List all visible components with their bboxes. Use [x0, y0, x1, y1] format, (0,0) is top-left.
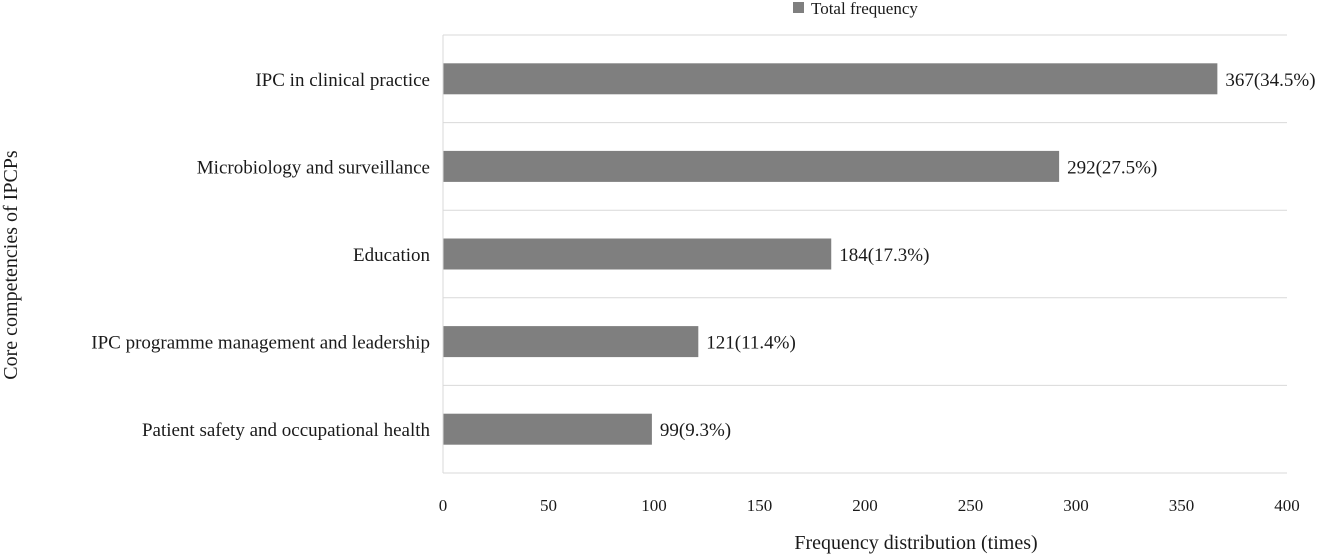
data-label: 184(17.3%)	[839, 245, 929, 266]
bar	[443, 238, 832, 270]
legend-swatch	[793, 2, 804, 13]
legend: Total frequency	[793, 0, 918, 18]
x-tick-label: 150	[747, 496, 773, 515]
data-label: 367(34.5%)	[1225, 70, 1315, 91]
category-label: IPC in clinical practice	[255, 70, 430, 91]
data-label: 121(11.4%)	[706, 333, 796, 354]
x-tick-label: 400	[1274, 496, 1300, 515]
category-label: Education	[353, 245, 431, 266]
data-label: 99(9.3%)	[660, 420, 731, 441]
bar	[443, 326, 699, 358]
x-tick-label: 250	[958, 496, 984, 515]
grid-layer	[443, 34, 1287, 474]
bar	[443, 413, 652, 445]
x-tick-label: 200	[852, 496, 878, 515]
axis-layer: IPC in clinical practice Microbiology and…	[91, 35, 1300, 515]
data-label: 292(27.5%)	[1067, 157, 1157, 178]
x-tick-label: 50	[540, 496, 557, 515]
bar	[443, 63, 1218, 95]
legend-label: Total frequency	[811, 0, 918, 18]
y-axis-title: Core competencies of IPCPs	[0, 150, 22, 380]
x-tick-label: 350	[1169, 496, 1195, 515]
category-label: Microbiology and surveillance	[197, 157, 430, 178]
category-label: IPC programme management and leadership	[91, 333, 430, 354]
x-tick-label: 0	[439, 496, 448, 515]
category-label: Patient safety and occupational health	[142, 420, 431, 441]
bar-layer: 367(34.5%) 292(27.5%) 184(17.3%) 121(11.4%)…	[443, 63, 1316, 445]
x-tick-label: 300	[1063, 496, 1089, 515]
x-tick-label: 100	[641, 496, 667, 515]
bar	[443, 150, 1060, 182]
x-axis-title: Frequency distribution (times)	[794, 532, 1037, 554]
